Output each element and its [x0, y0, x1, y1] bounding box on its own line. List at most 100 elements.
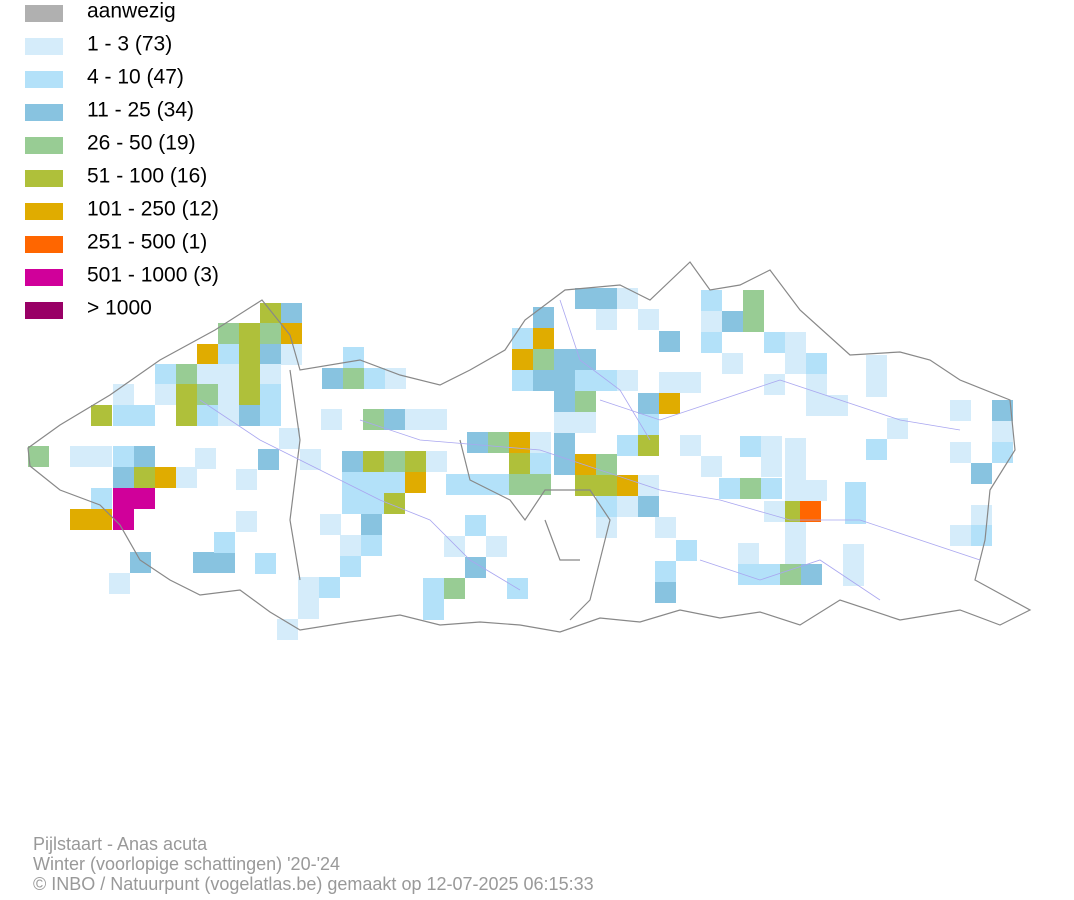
grid-cells — [28, 288, 1013, 640]
grid-cell — [322, 368, 343, 389]
legend-swatch — [25, 170, 63, 187]
legend-swatch — [25, 269, 63, 286]
grid-cell — [134, 467, 155, 488]
grid-cell — [512, 370, 533, 391]
grid-cell — [70, 509, 91, 530]
grid-cell — [197, 344, 218, 365]
grid-cell — [260, 364, 281, 385]
footer-line: Winter (voorlopige schattingen) '20-'24 — [33, 854, 340, 874]
legend-label: aanwezig — [87, 0, 176, 23]
grid-cell — [260, 344, 281, 365]
grid-cell — [701, 332, 722, 353]
grid-cell — [596, 475, 617, 496]
grid-cell — [509, 432, 530, 453]
grid-cell — [701, 456, 722, 477]
grid-cell — [236, 511, 257, 532]
grid-cell — [239, 344, 260, 365]
grid-cell — [575, 349, 596, 370]
grid-cell — [134, 446, 155, 467]
grid-cell — [801, 564, 822, 585]
grid-cell — [659, 393, 680, 414]
grid-cell — [533, 328, 554, 349]
grid-cell — [785, 332, 806, 353]
grid-cell — [761, 436, 782, 457]
grid-cell — [260, 384, 281, 405]
grid-cell — [533, 370, 554, 391]
grid-cell — [759, 564, 780, 585]
legend-label: 1 - 3 (73) — [87, 33, 172, 56]
grid-cell — [512, 328, 533, 349]
legend-label: 51 - 100 (16) — [87, 165, 207, 188]
grid-cell — [845, 503, 866, 524]
grid-cell — [843, 544, 864, 565]
footer-line: © INBO / Natuurpunt (vogelatlas.be) gema… — [33, 874, 594, 894]
grid-cell — [722, 353, 743, 374]
grid-cell — [722, 311, 743, 332]
footer-line: Pijlstaart - Anas acuta — [33, 834, 208, 854]
grid-cell — [260, 323, 281, 344]
grid-cell — [554, 391, 575, 412]
grid-cell — [195, 448, 216, 469]
grid-cell — [214, 552, 235, 573]
grid-cell — [950, 525, 971, 546]
legend-label: 26 - 50 (19) — [87, 132, 196, 155]
legend-swatch — [25, 302, 63, 319]
grid-cell — [764, 332, 785, 353]
grid-cell — [444, 578, 465, 599]
grid-cell — [530, 432, 551, 453]
grid-cell — [239, 364, 260, 385]
grid-cell — [866, 439, 887, 460]
grid-cell — [554, 454, 575, 475]
grid-cell — [176, 384, 197, 405]
grid-cell — [575, 475, 596, 496]
grid-cell — [659, 372, 680, 393]
grid-cell — [554, 433, 575, 454]
grid-cell — [596, 370, 617, 391]
legend-label: 501 - 1000 (3) — [87, 264, 219, 287]
rivers — [199, 299, 981, 601]
grid-cell — [258, 449, 279, 470]
grid-cell — [785, 353, 806, 374]
grid-cell — [239, 323, 260, 344]
grid-cell — [575, 391, 596, 412]
grid-cell — [617, 370, 638, 391]
grid-cell — [384, 409, 405, 430]
grid-cell — [218, 344, 239, 365]
grid-cell — [109, 573, 130, 594]
grid-cell — [992, 400, 1013, 421]
grid-cell — [950, 442, 971, 463]
grid-cell — [342, 472, 363, 493]
grid-cell — [785, 543, 806, 564]
grid-cell — [384, 451, 405, 472]
grid-cell — [279, 428, 300, 449]
legend-label: 101 - 250 (12) — [87, 198, 219, 221]
grid-cell — [426, 451, 447, 472]
grid-cell — [575, 454, 596, 475]
grid-cell — [659, 331, 680, 352]
grid-cell — [617, 496, 638, 517]
grid-cell — [554, 412, 575, 433]
grid-cell — [342, 493, 363, 514]
grid-cell — [193, 552, 214, 573]
grid-cell — [423, 578, 444, 599]
grid-cell — [361, 535, 382, 556]
grid-cell — [638, 393, 659, 414]
grid-cell — [596, 454, 617, 475]
legend-swatch — [25, 71, 63, 88]
grid-cell — [843, 565, 864, 586]
grid-cell — [866, 355, 887, 376]
grid-cell — [28, 446, 49, 467]
grid-cell — [638, 496, 659, 517]
grid-cell — [197, 364, 218, 385]
grid-cell — [575, 288, 596, 309]
grid-cell — [321, 409, 342, 430]
grid-cell — [785, 522, 806, 543]
grid-cell — [950, 400, 971, 421]
legend-swatch — [25, 38, 63, 55]
grid-cell — [363, 409, 384, 430]
grid-cell — [176, 405, 197, 426]
grid-cell — [113, 384, 134, 405]
grid-cell — [509, 474, 530, 495]
grid-cell — [764, 374, 785, 395]
